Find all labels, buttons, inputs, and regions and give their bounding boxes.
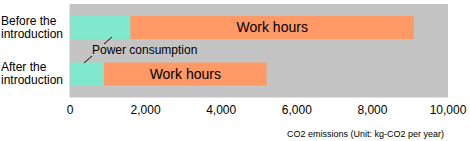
svg-text:Work hours: Work hours bbox=[150, 66, 221, 82]
svg-text:8,000: 8,000 bbox=[357, 103, 387, 117]
svg-text:2,000: 2,000 bbox=[131, 103, 161, 117]
svg-text:After theintroduction: After theintroduction bbox=[8, 60, 63, 87]
svg-text:10,000: 10,000 bbox=[430, 103, 462, 117]
svg-text:6,000: 6,000 bbox=[282, 103, 312, 117]
svg-text:Before theintroduction: Before theintroduction bbox=[8, 14, 63, 41]
svg-text:Power consumption: Power consumption bbox=[92, 43, 197, 57]
svg-text:4,000: 4,000 bbox=[206, 103, 236, 117]
svg-text:CO2 emissions (Unit: kg-CO2 pe: CO2 emissions (Unit: kg-CO2 per year) bbox=[287, 129, 444, 139]
svg-text:0: 0 bbox=[67, 103, 74, 117]
svg-text:Work hours: Work hours bbox=[237, 19, 308, 35]
